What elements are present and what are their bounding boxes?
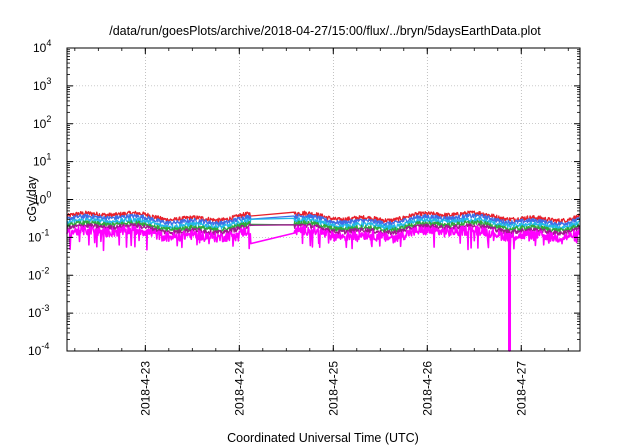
series-layer <box>66 210 581 352</box>
x-tick-label: 2018-4-27 <box>514 361 528 416</box>
y-tick-label: 10-3 <box>28 303 49 320</box>
series-line <box>66 225 581 352</box>
chart-title: /data/run/goesPlots/archive/2018-04-27/1… <box>109 24 541 38</box>
series-line <box>66 213 581 227</box>
y-tick-label: 10-2 <box>28 265 49 282</box>
x-axis: 2018-4-23 2018-4-24 2018-4-25 2018-4-26 2018… <box>74 48 569 416</box>
x-tick-label: 2018-4-23 <box>138 361 152 416</box>
series-line <box>66 219 581 234</box>
y-tick-label: 10-1 <box>28 227 49 244</box>
plot-frame <box>66 47 581 352</box>
y-tick-label: 103 <box>33 76 51 93</box>
x-tick-label: 2018-4-24 <box>232 361 246 416</box>
y-tick-label: 100 <box>33 190 51 207</box>
y-axis-title: cGy/day <box>25 175 39 222</box>
grid <box>67 48 580 351</box>
x-axis-title: Coordinated Universal Time (UTC) <box>227 431 419 445</box>
y-axis: 104 103 102 101 100 10-1 10-2 10-3 10-4 <box>28 38 580 358</box>
y-tick-label: 10-4 <box>28 341 49 358</box>
series-line <box>66 222 581 236</box>
y-tick-label: 104 <box>33 38 51 55</box>
x-tick-label: 2018-4-26 <box>420 361 434 416</box>
y-tick-label: 101 <box>33 152 51 169</box>
x-tick-label: 2018-4-25 <box>326 361 340 416</box>
y-tick-label: 102 <box>33 114 51 131</box>
